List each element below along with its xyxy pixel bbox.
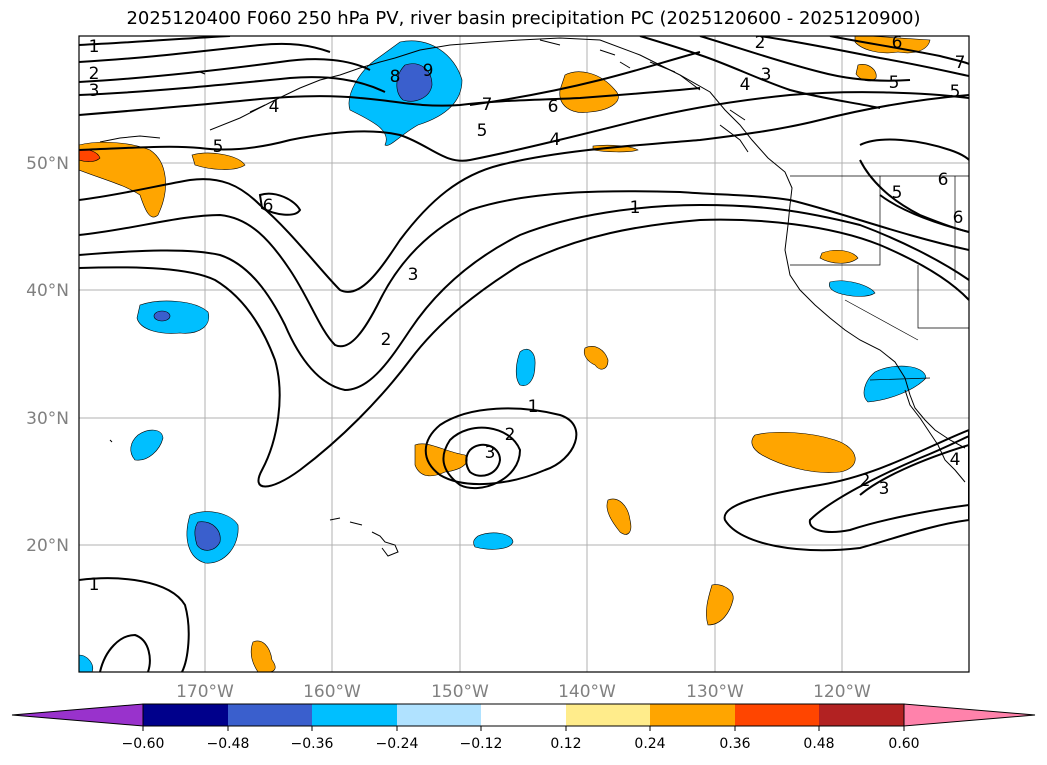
contour-label: 4 — [740, 75, 751, 95]
contour-label: 5 — [889, 73, 900, 93]
contour-label: 3 — [485, 443, 496, 463]
colorbar-segment — [397, 704, 481, 726]
map-frame — [78, 35, 970, 673]
contour-label: 4 — [950, 450, 961, 470]
colorbar-segment — [143, 704, 228, 726]
lon-label: 140°W — [558, 682, 616, 702]
contour-label: 2 — [755, 33, 766, 53]
contour-label: 6 — [953, 208, 964, 228]
lon-label: 120°W — [813, 682, 871, 702]
contour-label: 3 — [879, 479, 890, 499]
contour-labels: 1 2 3 7 8 9 6 2 4 3 4 5 4 5 7 6 5 5 6 1 … — [89, 33, 966, 595]
map-title: 2025120400 F060 250 hPa PV, river basin … — [126, 8, 921, 29]
contour-label: 7 — [955, 53, 966, 73]
colorbar-extend-high — [903, 703, 1036, 727]
colorbar-outline — [142, 703, 905, 727]
colorbar-label: 0.48 — [803, 736, 834, 752]
lat-label: 50°N — [26, 154, 69, 174]
contour-label: 1 — [528, 397, 539, 417]
colorbar-segment — [312, 704, 397, 726]
pv-contours — [79, 36, 969, 672]
contour-label: 2 — [381, 330, 392, 350]
colorbar-label: −0.24 — [376, 736, 419, 752]
lon-label: 150°W — [431, 682, 489, 702]
lon-label: 160°W — [303, 682, 361, 702]
contour-label: 8 — [390, 67, 401, 87]
colorbar-label: −0.36 — [291, 736, 334, 752]
contour-label: 6 — [263, 196, 274, 216]
colorbar-segment — [650, 704, 735, 726]
contour-label: 5 — [950, 82, 961, 102]
colorbar-label: −0.48 — [207, 736, 250, 752]
colorbar-segment — [566, 704, 650, 726]
colorbar-ticks — [142, 726, 905, 731]
colorbar-segment — [228, 704, 312, 726]
contour-label: 3 — [408, 265, 419, 285]
colorbar: −0.60 −0.48 −0.36 −0.24 −0.12 0.12 0.24 … — [11, 703, 1036, 752]
contour-label: 4 — [550, 130, 561, 150]
positive-anomaly-patches — [79, 36, 931, 672]
colorbar-segment — [481, 704, 566, 726]
negative-anomaly-patches — [79, 40, 927, 672]
contour-label: 1 — [630, 198, 641, 218]
contour-label: 4 — [269, 97, 280, 117]
colorbar-segment — [819, 704, 904, 726]
contour-label: 1 — [89, 575, 100, 595]
colorbar-label: 0.36 — [719, 736, 750, 752]
colorbar-label: 0.24 — [634, 736, 665, 752]
contour-label: 5 — [892, 183, 903, 203]
contour-label: 6 — [548, 97, 559, 117]
colorbar-extend-low — [11, 703, 144, 727]
latitude-labels: 50°N 40°N 30°N 20°N — [26, 154, 69, 556]
contour-label: 3 — [89, 81, 100, 101]
lat-label: 30°N — [26, 409, 69, 429]
contour-label: 6 — [892, 33, 903, 53]
contour-label: 5 — [477, 121, 488, 141]
contour-label: 5 — [213, 137, 224, 157]
colorbar-label: −0.60 — [122, 736, 165, 752]
lon-label: 130°W — [686, 682, 744, 702]
colorbar-segment — [735, 704, 819, 726]
contour-label: 7 — [482, 95, 493, 115]
contour-label: 2 — [89, 64, 100, 84]
contour-label: 6 — [938, 170, 949, 190]
colorbar-labels: −0.60 −0.48 −0.36 −0.24 −0.12 0.12 0.24 … — [122, 736, 920, 752]
lon-label: 170°W — [176, 682, 234, 702]
lat-label: 40°N — [26, 281, 69, 301]
longitude-labels: 170°W 160°W 150°W 140°W 130°W 120°W — [176, 682, 871, 702]
colorbar-label: −0.12 — [460, 736, 503, 752]
colorbar-label: 0.60 — [888, 736, 919, 752]
contour-label: 3 — [761, 65, 772, 85]
colorbar-label: 0.12 — [550, 736, 581, 752]
contour-label: 1 — [89, 37, 100, 57]
contour-label: 2 — [505, 425, 516, 445]
contour-label: 9 — [423, 61, 434, 81]
lat-label: 20°N — [26, 536, 69, 556]
contour-label: 2 — [860, 471, 871, 491]
